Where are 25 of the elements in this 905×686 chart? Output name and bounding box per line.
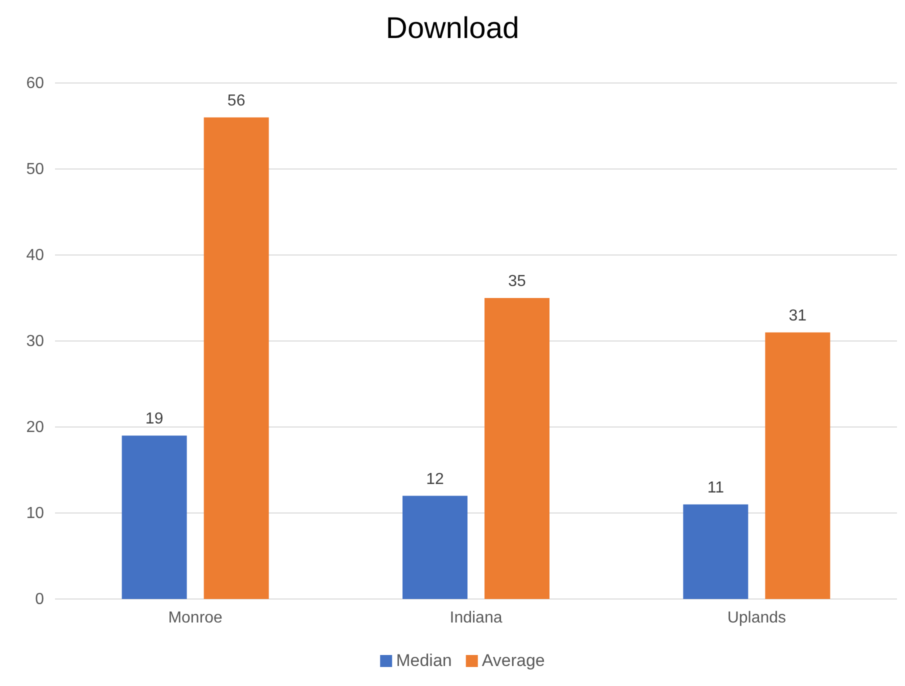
y-tick-label: 50	[26, 161, 44, 178]
chart-title: Download	[386, 12, 520, 45]
legend-label: Average	[482, 651, 545, 670]
data-label: 12	[426, 470, 444, 488]
y-tick-label: 0	[35, 591, 44, 608]
data-label: 56	[227, 92, 246, 110]
bar	[683, 504, 748, 599]
y-tick-label: 20	[26, 419, 44, 436]
bar	[484, 298, 550, 599]
x-tick-label: Indiana	[450, 609, 502, 626]
y-tick-label: 60	[26, 75, 44, 92]
bar	[765, 332, 830, 599]
bar	[204, 117, 269, 599]
x-tick-label: Uplands	[727, 609, 786, 626]
y-tick-label: 40	[26, 247, 44, 264]
data-label: 31	[788, 307, 807, 324]
bar	[122, 436, 187, 599]
data-label: 35	[508, 273, 526, 290]
y-tick-label: 30	[26, 333, 44, 350]
data-label: 19	[145, 410, 164, 428]
data-label: 11	[707, 479, 724, 496]
legend-label: Median	[396, 651, 452, 670]
x-tick-label: Monroe	[168, 609, 223, 626]
bar	[402, 496, 468, 599]
y-tick-label: 10	[26, 505, 44, 522]
